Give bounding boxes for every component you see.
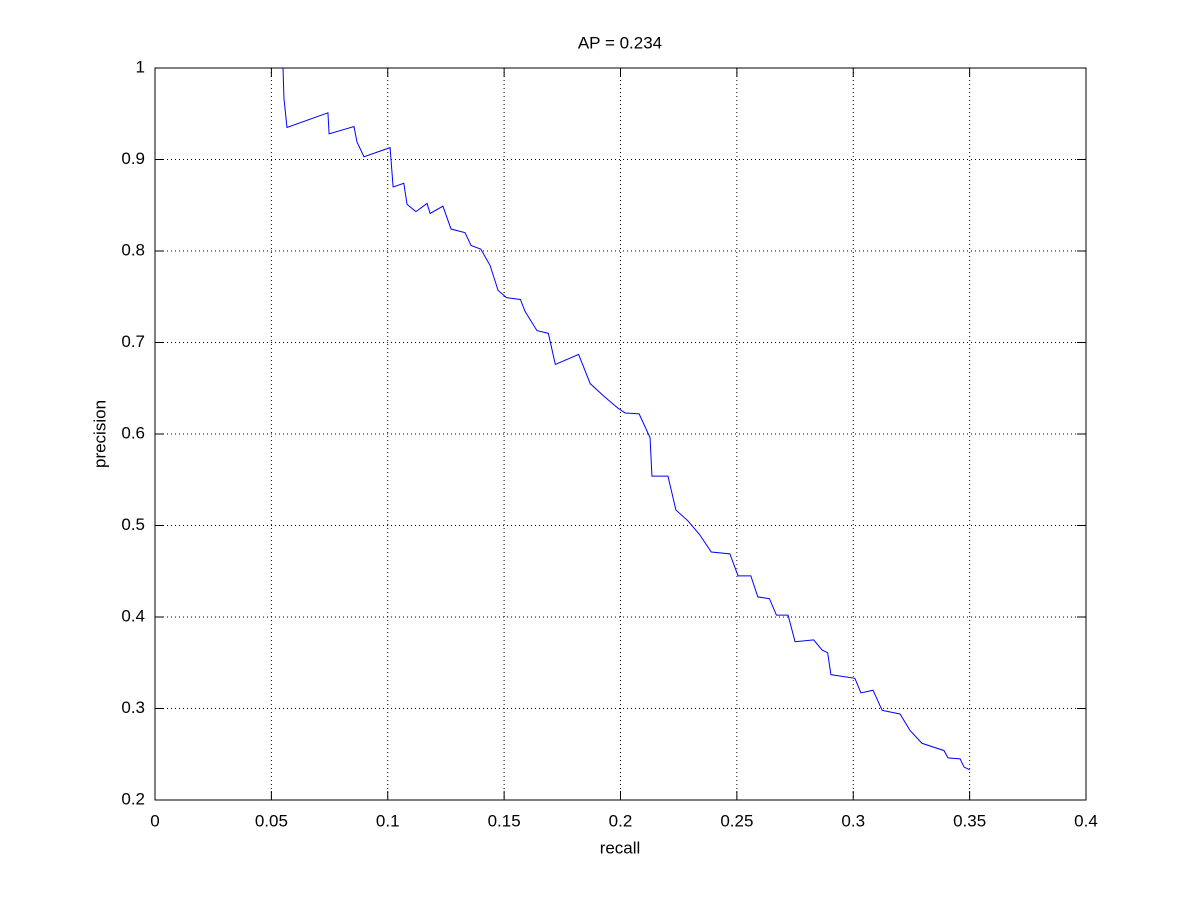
- y-tick-label: 0.8: [121, 240, 145, 259]
- y-tick-label: 0.3: [121, 698, 145, 717]
- y-tick-label: 0.7: [121, 332, 145, 351]
- plot-frame: [154, 67, 1087, 801]
- x-tick-label: 0.35: [953, 811, 986, 830]
- y-tick-label: 0.6: [121, 423, 145, 442]
- x-tick-label: 0: [150, 811, 159, 830]
- x-tick-label: 0.15: [488, 811, 521, 830]
- pr-curve: [282, 67, 970, 771]
- y-tick-label: 0.9: [121, 149, 145, 168]
- y-tick-label: 0.4: [121, 606, 145, 625]
- x-tick-label: 0.05: [255, 811, 288, 830]
- y-tick-label: 0.2: [121, 789, 145, 808]
- y-tick-label: 0.5: [121, 515, 145, 534]
- y-axis-label: precision: [90, 400, 109, 468]
- x-tick-label: 0.25: [720, 811, 753, 830]
- x-axis-label: recall: [600, 838, 641, 857]
- chart-title: AP = 0.234: [578, 33, 662, 52]
- x-tick-label: 0.4: [1074, 811, 1098, 830]
- x-tick-label: 0.2: [609, 811, 633, 830]
- x-tick-label: 0.1: [376, 811, 400, 830]
- y-tick-label: 1: [136, 57, 145, 76]
- x-tick-label: 0.3: [841, 811, 865, 830]
